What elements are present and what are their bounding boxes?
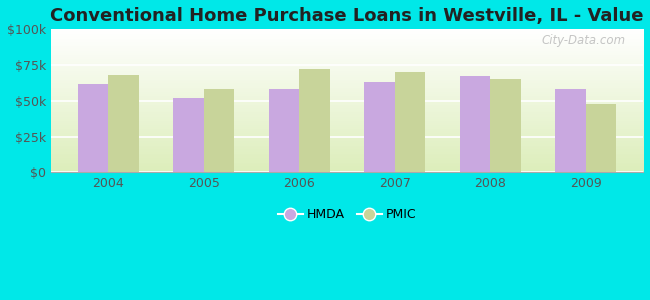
Bar [555,89,586,172]
Bar [77,84,109,172]
Legend: HMDA, PMIC: HMDA, PMIC [273,203,421,226]
Bar [109,75,139,172]
Bar [364,82,395,172]
Title: Conventional Home Purchase Loans in Westville, IL - Value: Conventional Home Purchase Loans in West… [50,7,644,25]
Bar [203,89,234,172]
Bar [586,103,616,172]
Bar [395,72,425,172]
Bar [490,79,521,172]
Bar [173,98,203,172]
Text: City-Data.com: City-Data.com [541,34,625,46]
Bar [299,69,330,172]
Bar [460,76,490,172]
Bar [268,89,299,172]
